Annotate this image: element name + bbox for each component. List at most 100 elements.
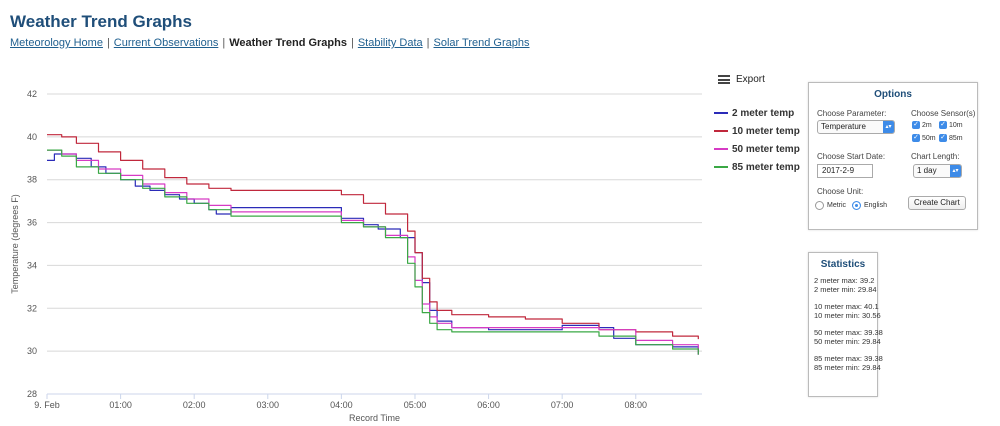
stat-line: 10 meter max: 40.1: [814, 302, 879, 311]
nav-separator: |: [222, 37, 226, 49]
nav-separator: |: [350, 37, 354, 49]
legend-item-2m[interactable]: 2 meter temp: [714, 104, 800, 122]
chart-legend: 2 meter temp 10 meter temp 50 meter temp…: [714, 104, 800, 176]
nav-link-solar-trend-graphs[interactable]: Solar Trend Graphs: [433, 37, 530, 49]
x-tick-label: 08:00: [624, 400, 647, 410]
y-tick-label: 38: [27, 175, 37, 185]
y-tick-label: 40: [27, 132, 37, 142]
unit-label: Choose Unit:: [817, 187, 864, 196]
stat-value: 40.1: [864, 302, 879, 311]
statistics-panel: Statistics 2 meter max: 39.2 2 meter min…: [808, 252, 883, 397]
legend-item-50m[interactable]: 50 meter temp: [714, 140, 800, 158]
stat-line: 2 meter min: 29.84: [814, 285, 877, 294]
stat-value: 39.38: [864, 354, 883, 363]
legend-swatch: [714, 130, 728, 132]
sensor-label: 50m: [922, 134, 936, 142]
stat-label: 50 meter min:: [814, 337, 860, 346]
y-tick-label: 32: [27, 303, 37, 313]
chart-length-label: Chart Length:: [911, 152, 960, 161]
parameter-select[interactable]: Temperature ▴▾: [817, 120, 895, 134]
radio-off-icon: [815, 201, 824, 210]
nav-links: Meteorology Home | Current Observations | We…: [10, 37, 530, 49]
sensor-50m-checkbox[interactable]: ✓ 50m: [912, 134, 936, 142]
y-tick-label: 36: [27, 218, 37, 228]
stat-value: 39.38: [864, 328, 883, 337]
y-tick-label: 30: [27, 346, 37, 356]
stat-value: 29.84: [857, 285, 877, 294]
parameter-value: Temperature: [821, 122, 866, 131]
x-axis-title: Record Time: [349, 413, 400, 423]
create-chart-button[interactable]: Create Chart: [908, 196, 966, 210]
x-tick-label: 01:00: [109, 400, 132, 410]
legend-item-85m[interactable]: 85 meter temp: [714, 158, 800, 176]
sensor-label: 2m: [922, 121, 932, 129]
nav-link-current-observations[interactable]: Current Observations: [113, 37, 219, 49]
stat-label: 10 meter max:: [814, 302, 862, 311]
stat-label: 85 meter max:: [814, 354, 862, 363]
sensor-label: 10m: [949, 121, 963, 129]
checkmark-icon: ✓: [912, 121, 920, 129]
legend-swatch: [714, 112, 728, 114]
select-arrows-icon: ▴▾: [950, 165, 961, 177]
stat-label: 10 meter min:: [814, 311, 860, 320]
stat-value: 30.56: [861, 311, 881, 320]
statistics-title: Statistics: [820, 259, 866, 270]
radio-on-icon: [852, 201, 861, 210]
checkmark-icon: ✓: [912, 134, 920, 142]
stat-line: 50 meter min: 29.84: [814, 337, 881, 346]
stat-label: 2 meter max:: [814, 276, 858, 285]
unit-english-label: English: [864, 202, 887, 209]
menu-icon: [718, 75, 730, 84]
export-button[interactable]: Export: [718, 74, 765, 85]
stat-line: 50 meter max: 39.38: [814, 328, 883, 337]
stat-line: 2 meter max: 39.2: [814, 276, 877, 285]
options-title: Options: [874, 89, 912, 100]
sensor-label: 85m: [949, 134, 963, 142]
legend-label: 10 meter temp: [732, 125, 800, 137]
nav-link-stability-data[interactable]: Stability Data: [357, 37, 423, 49]
legend-label: 50 meter temp: [732, 143, 800, 155]
stat-line: 10 meter min: 30.56: [814, 311, 881, 320]
chart-length-value: 1 day: [917, 166, 937, 175]
x-tick-label: 06:00: [477, 400, 500, 410]
legend-label: 2 meter temp: [732, 107, 795, 119]
x-tick-label: 04:00: [330, 400, 353, 410]
stat-label: 2 meter min:: [814, 285, 856, 294]
chart-length-select[interactable]: 1 day ▴▾: [913, 164, 962, 178]
select-arrows-icon: ▴▾: [883, 121, 894, 133]
y-tick-label: 28: [27, 389, 37, 399]
unit-metric-radio[interactable]: Metric: [815, 201, 846, 210]
start-date-input[interactable]: 2017-2-9: [817, 164, 873, 178]
y-tick-label: 34: [27, 260, 37, 270]
page-title: Weather Trend Graphs: [10, 12, 193, 31]
legend-label: 85 meter temp: [732, 161, 800, 173]
sensors-label: Choose Sensor(s): [911, 109, 976, 118]
start-date-label: Choose Start Date:: [817, 152, 886, 161]
export-label: Export: [736, 74, 765, 85]
stats-group-2m: 2 meter max: 39.2 2 meter min: 29.84: [809, 276, 877, 294]
parameter-label: Choose Parameter:: [817, 109, 887, 118]
series-line-3: [47, 149, 699, 355]
stats-group-50m: 50 meter max: 39.38 50 meter min: 29.84: [809, 328, 883, 346]
sensor-85m-checkbox[interactable]: ✓ 85m: [939, 134, 963, 142]
checkmark-icon: ✓: [939, 134, 947, 142]
unit-english-radio[interactable]: English: [852, 201, 887, 210]
x-tick-label: 03:00: [257, 400, 280, 410]
legend-swatch: [714, 148, 728, 150]
stats-group-85m: 85 meter max: 39.38 85 meter min: 29.84: [809, 354, 883, 372]
unit-metric-label: Metric: [827, 202, 847, 209]
nav-link-meteorology-home[interactable]: Meteorology Home: [10, 37, 103, 49]
series-line-2: [47, 134, 699, 340]
y-tick-label: 42: [27, 89, 37, 99]
x-tick-label: 9. Feb: [34, 400, 60, 410]
sensor-10m-checkbox[interactable]: ✓ 10m: [939, 121, 963, 129]
stat-line: 85 meter min: 29.84: [814, 363, 881, 372]
stat-value: 39.2: [859, 276, 875, 285]
x-tick-label: 05:00: [404, 400, 427, 410]
stat-label: 50 meter max:: [814, 328, 862, 337]
sensor-2m-checkbox[interactable]: ✓ 2m: [912, 121, 932, 129]
legend-swatch: [714, 166, 728, 168]
legend-item-10m[interactable]: 10 meter temp: [714, 122, 800, 140]
x-tick-label: 02:00: [183, 400, 206, 410]
stats-group-10m: 10 meter max: 40.1 10 meter min: 30.56: [809, 302, 881, 320]
